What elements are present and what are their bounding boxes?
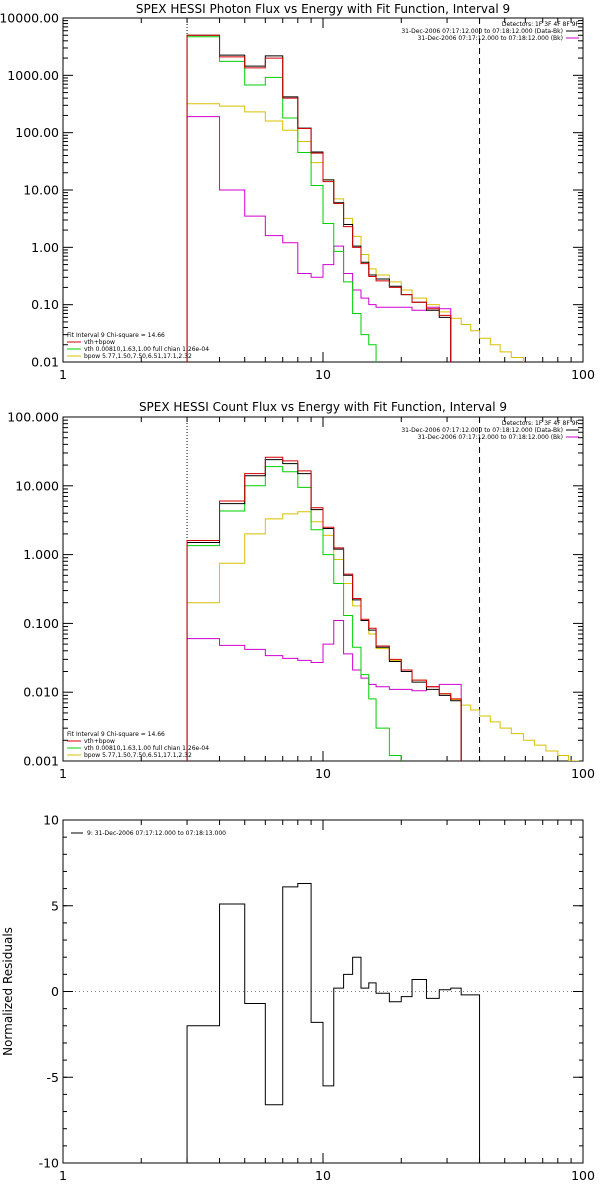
x-tick-label: 100 [571, 766, 595, 781]
y-tick-label: 0.001 [23, 754, 59, 769]
legend-top-right-entry: Detectors: 1F 3F 4F 8F 9F [502, 420, 580, 427]
series-background [186, 620, 462, 761]
y-tick-label: 10 [43, 813, 59, 828]
legend-bottom-left-entry: bpow 5.77,1.50,7.50,6.51,17.1,2.32 [84, 353, 192, 360]
plot-2: SPEX HESSI Count Flux vs Energy with Fit… [7, 400, 595, 781]
legend-top-right-entry: 31-Dec-2006 07:17:12.000 to 07:18:12.000… [418, 434, 563, 441]
series-bpow [186, 103, 524, 362]
legend-entry: 9: 31-Dec-2006 07:17:12.000 to 07:18:13.… [87, 830, 226, 837]
series-data [186, 34, 452, 362]
series-total [186, 456, 462, 761]
y-tick-label: 1000.00 [7, 68, 59, 83]
y-tick-label: 1.00 [31, 240, 59, 255]
series-bpow [186, 511, 579, 761]
plot-1: SPEX HESSI Photon Flux vs Energy with Fi… [0, 2, 595, 382]
x-tick-label: 10 [315, 766, 331, 781]
y-tick-label: 5 [51, 898, 59, 913]
legend-top-right-entry: 31-Dec-2006 07:17:12.000 to 07:18:12.000… [401, 28, 563, 35]
y-tick-label: 100.00 [15, 125, 59, 140]
legend-top-right-entry: Detectors: 1F 3F 4F 8F 9F [502, 21, 580, 28]
y-tick-label: 0.01 [31, 355, 59, 370]
y-tick-label: 10.000 [15, 478, 59, 493]
y-tick-label: 0 [51, 984, 59, 999]
plot-title: SPEX HESSI Photon Flux vs Energy with Fi… [136, 2, 510, 16]
y-tick-label: 0.10 [31, 297, 59, 312]
legend-bottom-left-entry: vth 0.00810,1.63,1.00 full chian 1.26e-0… [84, 346, 209, 353]
x-tick-label: 1 [59, 367, 67, 382]
x-tick-label: 1 [59, 766, 67, 781]
y-tick-label: -5 [47, 1070, 59, 1085]
series-vth [186, 36, 377, 362]
legend-bottom-left-entry: Fit Interval 9 Chi-square = 14.66 [67, 731, 165, 738]
series-vth [186, 466, 402, 761]
y-tick-label: -10 [39, 1156, 59, 1171]
legend-bottom-left-entry: vth+bpow [84, 738, 115, 745]
y-tick-label: 10.00 [23, 183, 59, 198]
y-tick-label: 0.010 [23, 685, 59, 700]
legend-top-right-entry: 31-Dec-2006 07:17:12.000 to 07:18:12.000… [418, 35, 563, 42]
series-data [186, 459, 462, 761]
x-tick-label: 10 [315, 1168, 331, 1183]
series-total [186, 34, 452, 362]
x-tick-label: 10 [315, 367, 331, 382]
legend-bottom-left-entry: vth+bpow [84, 339, 115, 346]
legend-bottom-left-entry: Fit Interval 9 Chi-square = 14.66 [67, 332, 165, 339]
legend-bottom-left-entry: vth 0.00810,1.63,1.00 full chian 1.26e-0… [84, 745, 209, 752]
plot-frame [62, 416, 584, 762]
y-tick-label: 10000.00 [0, 11, 59, 26]
x-tick-label: 100 [571, 367, 595, 382]
y-tick-label: 1.000 [23, 547, 59, 562]
y-tick-label: 100.000 [7, 410, 59, 425]
legend-top-right-entry: 31-Dec-2006 07:17:12.000 to 07:18:12.000… [401, 427, 563, 434]
series-data [186, 882, 481, 1163]
series-background [186, 116, 452, 362]
y-axis-label: Normalized Residuals [1, 927, 15, 1056]
x-tick-label: 100 [571, 1168, 595, 1183]
legend-bottom-left-entry: bpow 5.77,1.50,7.50,6.51,17.1,2.32 [84, 752, 192, 759]
x-tick-label: 1 [59, 1168, 67, 1183]
plot-title: SPEX HESSI Count Flux vs Energy with Fit… [139, 400, 507, 414]
plot-3: 1 10 100 -10 -5 0 5 10 Normalized Residuals 9: 31… [1, 813, 595, 1184]
y-tick-label: 0.100 [23, 616, 59, 631]
